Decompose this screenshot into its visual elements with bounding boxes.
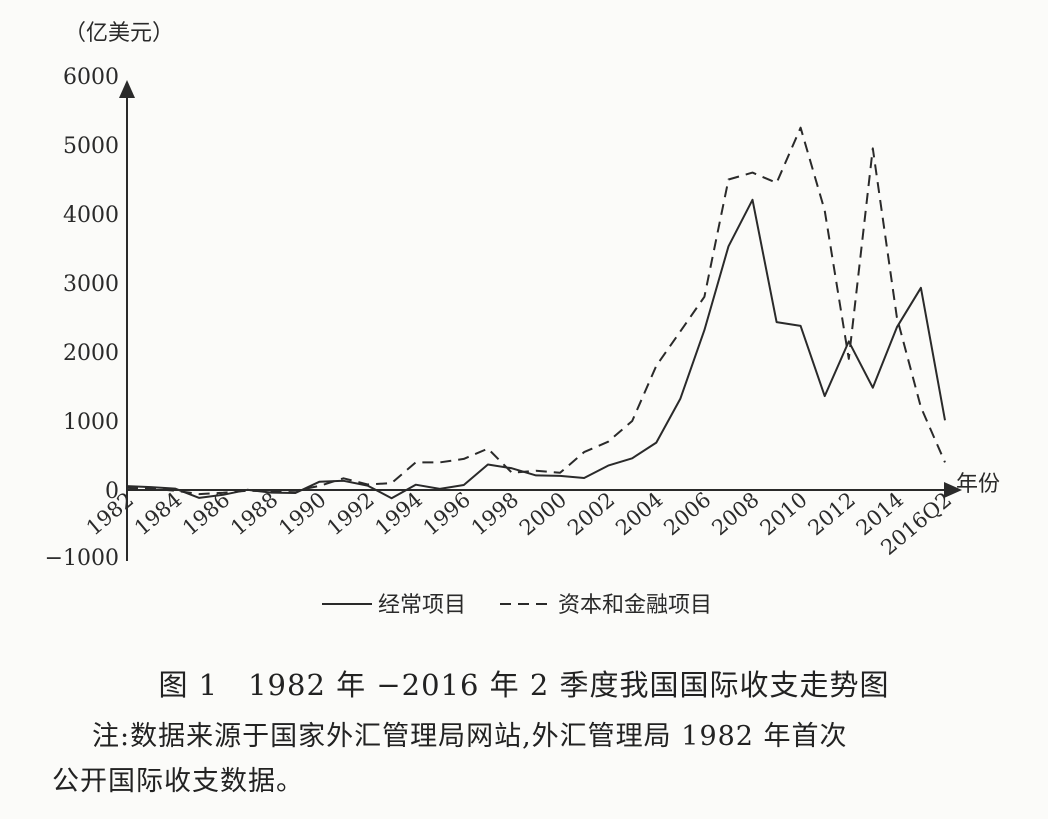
legend-label-current-account: 经常项目 (378, 593, 466, 618)
y-tick-label: 6000 (63, 65, 119, 90)
x-axis-arrow (944, 482, 962, 498)
x-tick-label: 1994 (371, 487, 427, 540)
legend-label-capital-financial: 资本和金融项目 (558, 593, 712, 618)
y-tick-label: 2000 (63, 341, 119, 366)
x-tick-label: 1996 (419, 487, 475, 540)
source-note-line2: 公开国际收支数据。 (52, 766, 304, 797)
series-line-capital-financial (126, 126, 946, 496)
source-note-line1: 注:数据来源于国家外汇管理局网站,外汇管理局 1982 年首次 (92, 721, 848, 752)
axis-labels: （亿美元） 年份 (64, 21, 1000, 497)
x-tick-label: 1998 (467, 487, 523, 540)
x-tick-label: 2010 (755, 487, 811, 540)
series-lines (126, 126, 946, 500)
y-tick-labels: −1000 0 1000 2000 3000 4000 5000 6000 (45, 65, 119, 571)
figure-caption: 图 1 1982 年 −2016 年 2 季度我国国际收支走势图 (158, 668, 890, 702)
y-tick-label: 3000 (63, 272, 119, 297)
x-tick-label: 2012 (804, 487, 860, 540)
y-tick-label: 1000 (63, 410, 119, 435)
y-axis-unit-label: （亿美元） (64, 21, 174, 46)
balance-of-payments-chart: −1000 0 1000 2000 3000 4000 5000 6000 198219841… (45, 21, 1000, 618)
x-tick-label: 1984 (130, 487, 186, 540)
x-tick-label: 2002 (563, 487, 619, 540)
x-tick-label: 1988 (226, 487, 282, 540)
y-tick-label: 5000 (63, 134, 119, 159)
series-line-current-account (126, 198, 946, 500)
x-tick-labels: 1982198419861988199019921994199619982000… (82, 487, 956, 559)
legend: 经常项目 资本和金融项目 (322, 593, 712, 618)
x-tick-label: 2000 (515, 487, 571, 540)
x-tick-label: 1986 (178, 487, 234, 540)
x-tick-label: 2004 (611, 487, 667, 540)
x-axis-label: 年份 (956, 472, 1000, 497)
y-tick-label: 4000 (63, 203, 119, 228)
x-tick-label: 1990 (274, 487, 330, 540)
y-axis-arrow (119, 80, 135, 98)
x-tick-label: 1992 (322, 487, 378, 540)
axes (119, 80, 962, 561)
x-tick-label: 2006 (659, 487, 715, 540)
y-tick-label: 0 (105, 479, 119, 504)
y-tick-label: −1000 (45, 546, 119, 571)
x-tick-label: 2008 (707, 487, 763, 540)
